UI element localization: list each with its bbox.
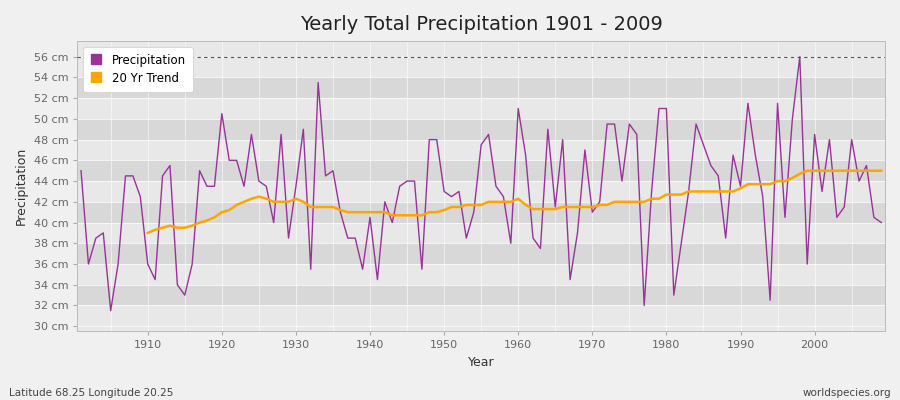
Text: Latitude 68.25 Longitude 20.25: Latitude 68.25 Longitude 20.25 xyxy=(9,388,174,398)
Bar xyxy=(77,140,885,160)
Bar xyxy=(77,57,885,77)
Bar xyxy=(77,77,885,98)
Y-axis label: Precipitation: Precipitation xyxy=(15,147,28,225)
Bar xyxy=(77,306,885,326)
Bar xyxy=(77,285,885,306)
Bar xyxy=(77,160,885,181)
Bar xyxy=(77,119,885,140)
Bar xyxy=(77,222,885,243)
Bar xyxy=(77,98,885,119)
Legend: Precipitation, 20 Yr Trend: Precipitation, 20 Yr Trend xyxy=(83,47,193,92)
Bar xyxy=(77,243,885,264)
Bar xyxy=(77,264,885,285)
Bar xyxy=(77,181,885,202)
X-axis label: Year: Year xyxy=(468,356,494,369)
Bar xyxy=(77,202,885,222)
Title: Yearly Total Precipitation 1901 - 2009: Yearly Total Precipitation 1901 - 2009 xyxy=(300,15,662,34)
Text: worldspecies.org: worldspecies.org xyxy=(803,388,891,398)
